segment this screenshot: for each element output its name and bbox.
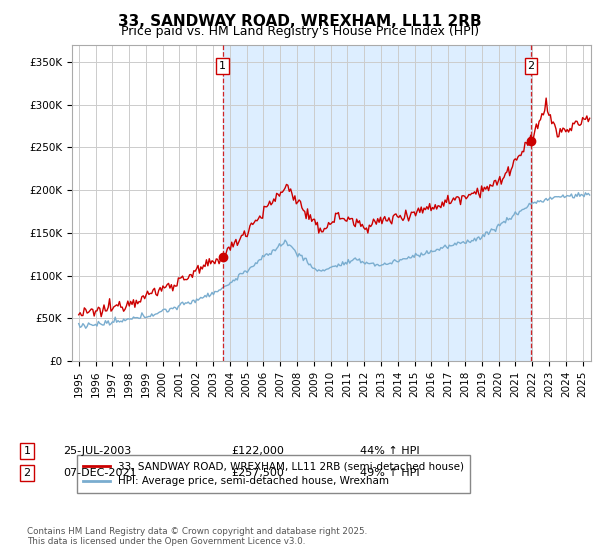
Text: £122,000: £122,000 (231, 446, 284, 456)
Text: 1: 1 (219, 61, 226, 71)
Text: 1: 1 (23, 446, 31, 456)
Text: £257,500: £257,500 (231, 468, 284, 478)
Text: 2: 2 (23, 468, 31, 478)
Text: Contains HM Land Registry data © Crown copyright and database right 2025.
This d: Contains HM Land Registry data © Crown c… (27, 526, 367, 546)
Text: 25-JUL-2003: 25-JUL-2003 (63, 446, 131, 456)
Text: 07-DEC-2021: 07-DEC-2021 (63, 468, 137, 478)
Bar (223, 45, 531, 361)
Text: 44% ↑ HPI: 44% ↑ HPI (360, 446, 419, 456)
Legend: 33, SANDWAY ROAD, WREXHAM, LL11 2RB (semi-detached house), HPI: Average price, s: 33, SANDWAY ROAD, WREXHAM, LL11 2RB (sem… (77, 455, 470, 493)
Text: 49% ↑ HPI: 49% ↑ HPI (360, 468, 419, 478)
Text: Price paid vs. HM Land Registry's House Price Index (HPI): Price paid vs. HM Land Registry's House … (121, 25, 479, 38)
Text: 33, SANDWAY ROAD, WREXHAM, LL11 2RB: 33, SANDWAY ROAD, WREXHAM, LL11 2RB (118, 14, 482, 29)
Text: 2: 2 (527, 61, 535, 71)
